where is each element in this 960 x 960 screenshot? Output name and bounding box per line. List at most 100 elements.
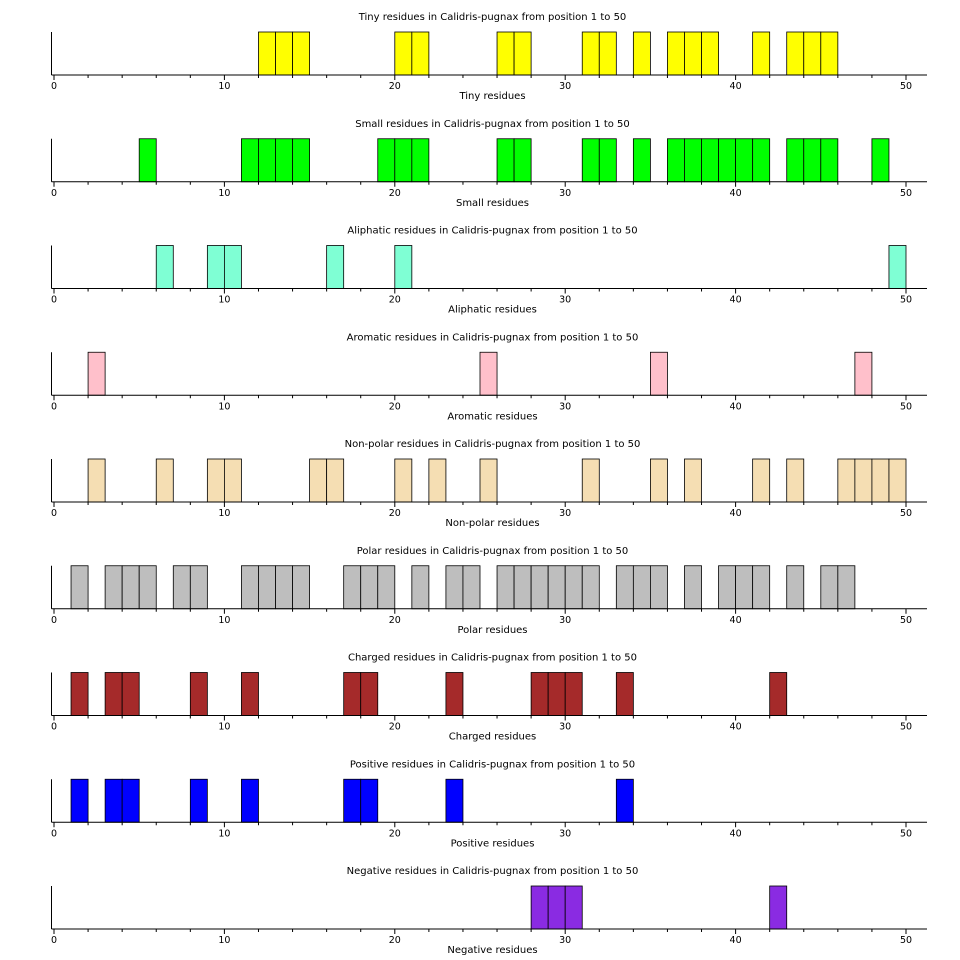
x-tick-label: 40 [730, 722, 742, 733]
residue-panel: Charged residues in Calidris-pugnax from… [51, 653, 927, 743]
residue-bar [462, 565, 481, 610]
residue-bar [292, 138, 310, 183]
residue-bar [684, 138, 702, 183]
residue-bar [275, 565, 293, 610]
residue-bar [275, 31, 293, 76]
residue-bar [411, 31, 430, 76]
residue-bar [70, 672, 89, 716]
x-tick-label: 40 [730, 295, 742, 306]
residue-bar [718, 138, 736, 183]
residue-bar [701, 138, 719, 183]
residue-bar [564, 565, 583, 610]
x-axis-label: Small residues [456, 198, 529, 209]
panel-title: Aliphatic residues in Calidris-pugnax fr… [347, 226, 637, 237]
x-tick-label: 0 [51, 401, 57, 412]
residue-bar [138, 138, 157, 183]
residue-bar [479, 351, 498, 396]
x-tick-label: 30 [559, 295, 571, 306]
panel-title: Non-polar residues in Calidris-pugnax fr… [345, 439, 641, 450]
residue-bar [820, 31, 839, 76]
x-tick-label: 20 [389, 401, 401, 412]
residue-bar [377, 138, 396, 183]
residue-bar [581, 138, 600, 183]
residue-bar [786, 565, 805, 610]
residue-bar [155, 458, 174, 503]
x-axis-label: Tiny residues [458, 91, 525, 102]
residue-bar [121, 672, 140, 716]
residue-bar [189, 565, 208, 610]
x-tick-label: 50 [900, 828, 912, 839]
x-tick-label: 50 [900, 81, 912, 92]
residue-bar [632, 31, 651, 76]
panel-title: Tiny residues in Calidris-pugnax from po… [358, 12, 627, 23]
x-axis-label: Positive residues [451, 838, 535, 849]
residue-bar [786, 458, 805, 503]
residue-bar [241, 672, 259, 716]
residue-bar [752, 31, 771, 76]
x-tick-label: 20 [389, 615, 401, 626]
residue-bar [598, 138, 617, 183]
x-tick-label: 10 [218, 615, 230, 626]
residue-bar [360, 672, 379, 716]
x-tick-label: 40 [730, 615, 742, 626]
residue-bar [326, 458, 345, 503]
residue-bar [735, 138, 754, 183]
residue-panel: Negative residues in Calidris-pugnax fro… [51, 866, 927, 956]
residue-bar [854, 351, 873, 396]
x-tick-label: 50 [900, 401, 912, 412]
residue-bar [394, 458, 413, 503]
residue-bar [871, 138, 890, 183]
x-tick-label: 0 [51, 828, 57, 839]
residue-bar [547, 672, 566, 716]
residue-bar [837, 458, 856, 503]
residue-panel: Polar residues in Calidris-pugnax from p… [51, 546, 927, 636]
residue-bar [803, 31, 822, 76]
residue-bar [206, 245, 225, 289]
residue-bar [445, 778, 464, 823]
residue-bar [104, 778, 123, 823]
residue-bar [650, 565, 668, 610]
panel-title: Negative residues in Calidris-pugnax fro… [347, 866, 639, 877]
residue-bar [496, 31, 515, 76]
residue-bar [888, 245, 907, 289]
residue-bar [121, 778, 140, 823]
residue-panel: Small residues in Calidris-pugnax from p… [51, 119, 927, 209]
x-tick-label: 30 [559, 722, 571, 733]
panel-title: Charged residues in Calidris-pugnax from… [348, 653, 637, 664]
x-tick-label: 10 [218, 722, 230, 733]
residue-bar [360, 778, 379, 823]
residue-bar [496, 565, 515, 610]
residue-bar [87, 458, 106, 503]
residue-bar [172, 565, 191, 610]
residue-bar [581, 31, 600, 76]
residue-bar [411, 565, 430, 610]
x-tick-label: 0 [51, 295, 57, 306]
residue-bar [871, 458, 890, 503]
residue-bar [360, 565, 379, 610]
x-tick-label: 30 [559, 935, 571, 946]
residue-bar [530, 565, 549, 610]
panel-title: Polar residues in Calidris-pugnax from p… [357, 546, 629, 557]
panel-title: Small residues in Calidris-pugnax from p… [355, 119, 630, 130]
x-tick-label: 20 [389, 508, 401, 519]
residue-panel: Aromatic residues in Calidris-pugnax fro… [51, 332, 927, 422]
residue-bar [854, 458, 873, 503]
x-axis-label: Negative residues [447, 945, 537, 956]
residue-bar [189, 778, 208, 823]
residue-bar [564, 885, 583, 930]
residue-bar [138, 565, 157, 610]
residue-bar [241, 138, 259, 183]
residue-bar [394, 245, 413, 289]
x-tick-label: 10 [218, 295, 230, 306]
residue-bar [104, 672, 123, 716]
residue-bar [155, 245, 174, 289]
x-tick-label: 50 [900, 722, 912, 733]
residue-bar [104, 565, 123, 610]
x-tick-label: 10 [218, 81, 230, 92]
residue-bar [258, 565, 276, 610]
residue-bar [684, 31, 702, 76]
residue-bar [428, 458, 447, 503]
residue-bar [445, 565, 464, 610]
x-tick-label: 20 [389, 295, 401, 306]
